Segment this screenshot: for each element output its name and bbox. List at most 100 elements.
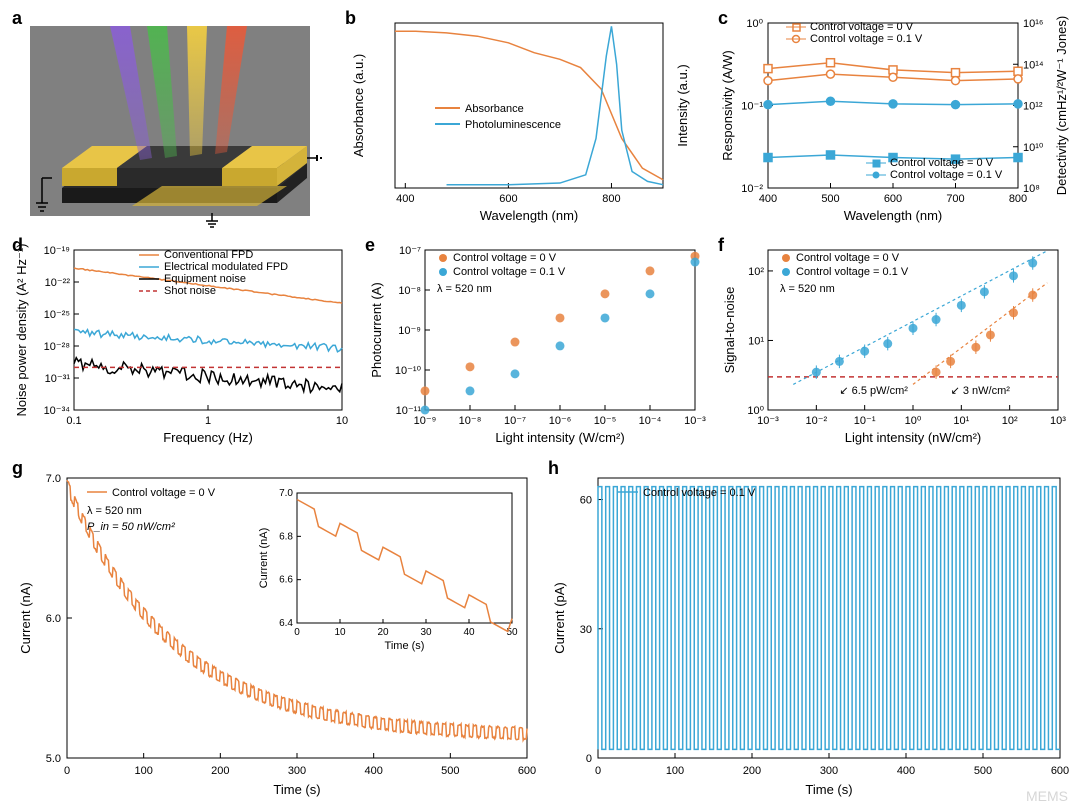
svg-text:↙ 6.5 pW/cm²: ↙ 6.5 pW/cm² bbox=[839, 385, 908, 397]
svg-text:10¹⁰: 10¹⁰ bbox=[1023, 142, 1044, 154]
svg-text:0: 0 bbox=[294, 627, 300, 638]
svg-text:0: 0 bbox=[64, 765, 70, 777]
panel-d: d 0.111010⁻³⁴10⁻³¹10⁻²⁸10⁻²⁵10⁻²²10⁻¹⁹Fr… bbox=[12, 235, 357, 450]
svg-text:Detectivity (cmHz¹/²W⁻¹ Jones): Detectivity (cmHz¹/²W⁻¹ Jones) bbox=[1054, 16, 1069, 195]
panel-e: e 10⁻⁹ 10⁻⁸ 10⁻⁷ 10⁻⁶ 10⁻⁵ 10⁻⁴ 10⁻³ 10⁻¹¹ 10⁻¹⁰… bbox=[365, 235, 710, 450]
svg-text:10³: 10³ bbox=[1050, 415, 1066, 427]
svg-text:20: 20 bbox=[377, 627, 389, 638]
svg-text:7.0: 7.0 bbox=[46, 473, 61, 485]
svg-text:Wavelength (nm): Wavelength (nm) bbox=[844, 208, 943, 223]
svg-text:Control voltage = 0.1 V: Control voltage = 0.1 V bbox=[453, 266, 566, 278]
panel-label-c: c bbox=[718, 8, 728, 29]
svg-text:60: 60 bbox=[580, 495, 592, 507]
svg-text:400: 400 bbox=[364, 765, 382, 777]
panel-h: h 010020030040050060003060Time (s)Curren… bbox=[548, 458, 1073, 803]
svg-text:10¹: 10¹ bbox=[748, 335, 764, 347]
svg-text:6.4: 6.4 bbox=[279, 618, 293, 629]
svg-text:Frequency (Hz): Frequency (Hz) bbox=[163, 430, 253, 445]
svg-text:Intensity (a.u.): Intensity (a.u.) bbox=[675, 64, 690, 146]
panel-label-d: d bbox=[12, 235, 23, 256]
svg-text:10⁻⁵: 10⁻⁵ bbox=[594, 415, 617, 427]
svg-text:10: 10 bbox=[336, 415, 348, 427]
svg-text:Noise power density (A² Hz⁻¹): Noise power density (A² Hz⁻¹) bbox=[14, 243, 29, 416]
svg-text:10⁻⁶: 10⁻⁶ bbox=[549, 415, 572, 427]
svg-text:600: 600 bbox=[884, 193, 902, 205]
svg-text:Control voltage = 0.1 V: Control voltage = 0.1 V bbox=[643, 487, 756, 499]
svg-text:10⁻²⁸: 10⁻²⁸ bbox=[44, 341, 70, 353]
svg-text:Absorbance (a.u.): Absorbance (a.u.) bbox=[351, 54, 366, 157]
svg-text:200: 200 bbox=[743, 765, 761, 777]
svg-text:10⁰: 10⁰ bbox=[905, 415, 922, 427]
svg-text:10⁻³: 10⁻³ bbox=[684, 415, 706, 427]
svg-text:10⁸: 10⁸ bbox=[1023, 183, 1040, 195]
svg-text:1: 1 bbox=[205, 415, 211, 427]
svg-text:Control voltage = 0 V: Control voltage = 0 V bbox=[453, 252, 557, 264]
figure-a-schematic bbox=[12, 8, 327, 228]
svg-text:10⁻²: 10⁻² bbox=[741, 183, 763, 195]
svg-text:600: 600 bbox=[1051, 765, 1069, 777]
svg-text:30: 30 bbox=[580, 624, 592, 636]
panel-c: c 40050060070080010⁻²10⁻¹10⁰10⁸10¹⁰10¹²1… bbox=[718, 8, 1073, 228]
svg-text:Time (s): Time (s) bbox=[385, 640, 425, 652]
svg-text:500: 500 bbox=[821, 193, 839, 205]
svg-text:300: 300 bbox=[820, 765, 838, 777]
svg-text:Photoluminescence: Photoluminescence bbox=[465, 119, 561, 131]
svg-text:Control voltage = 0 V: Control voltage = 0 V bbox=[112, 487, 216, 499]
svg-text:400: 400 bbox=[396, 193, 414, 205]
svg-text:100: 100 bbox=[666, 765, 684, 777]
panel-label-b: b bbox=[345, 8, 356, 29]
svg-text:0: 0 bbox=[586, 753, 592, 765]
svg-text:5.0: 5.0 bbox=[46, 753, 61, 765]
svg-text:500: 500 bbox=[441, 765, 459, 777]
svg-text:Control voltage = 0.1 V: Control voltage = 0.1 V bbox=[810, 33, 923, 45]
svg-text:Responsivity (A/W): Responsivity (A/W) bbox=[720, 50, 735, 161]
svg-text:Time (s): Time (s) bbox=[273, 782, 320, 797]
svg-text:30: 30 bbox=[420, 627, 432, 638]
svg-text:0: 0 bbox=[595, 765, 601, 777]
svg-text:10²: 10² bbox=[1002, 415, 1018, 427]
svg-text:10¹: 10¹ bbox=[953, 415, 969, 427]
chart-d: 0.111010⁻³⁴10⁻³¹10⁻²⁸10⁻²⁵10⁻²²10⁻¹⁹Freq… bbox=[12, 235, 357, 450]
svg-text:10: 10 bbox=[334, 627, 346, 638]
svg-text:10⁻⁷: 10⁻⁷ bbox=[504, 415, 526, 427]
svg-text:Control voltage = 0.1 V: Control voltage = 0.1 V bbox=[796, 266, 909, 278]
svg-text:10⁻¹: 10⁻¹ bbox=[741, 101, 763, 113]
svg-text:10⁻¹: 10⁻¹ bbox=[854, 415, 876, 427]
svg-text:Signal-to-noise: Signal-to-noise bbox=[722, 287, 737, 374]
svg-text:10⁻¹¹: 10⁻¹¹ bbox=[396, 405, 422, 417]
svg-text:10⁻⁹: 10⁻⁹ bbox=[398, 325, 421, 337]
svg-text:Control voltage = 0.1 V: Control voltage = 0.1 V bbox=[890, 169, 1003, 181]
panel-label-a: a bbox=[12, 8, 22, 29]
svg-text:500: 500 bbox=[974, 765, 992, 777]
svg-text:Control voltage = 0 V: Control voltage = 0 V bbox=[810, 21, 914, 33]
panel-label-e: e bbox=[365, 235, 375, 256]
svg-text:Current (nA): Current (nA) bbox=[18, 582, 33, 654]
svg-text:10⁻¹⁰: 10⁻¹⁰ bbox=[395, 365, 422, 377]
svg-text:600: 600 bbox=[499, 193, 517, 205]
svg-text:7.0: 7.0 bbox=[279, 488, 293, 499]
svg-text:λ = 520 nm: λ = 520 nm bbox=[87, 505, 142, 517]
svg-text:10⁻¹⁹: 10⁻¹⁹ bbox=[44, 245, 70, 257]
svg-text:λ = 520 nm: λ = 520 nm bbox=[780, 283, 835, 295]
svg-text:10⁻⁸: 10⁻⁸ bbox=[398, 285, 421, 297]
chart-f: 10⁻³10⁻²10⁻¹10⁰10¹10²10³10⁰10¹10²Light i… bbox=[718, 235, 1073, 450]
svg-text:10⁰: 10⁰ bbox=[746, 18, 763, 30]
panel-f: f 10⁻³10⁻²10⁻¹10⁰10¹10²10³10⁰10¹10²Light… bbox=[718, 235, 1073, 450]
panel-label-h: h bbox=[548, 458, 559, 479]
svg-text:40: 40 bbox=[463, 627, 475, 638]
svg-text:10²: 10² bbox=[748, 266, 764, 278]
panel-b: b 400600800Wavelength (nm)Absorbance (a.… bbox=[345, 8, 700, 228]
chart-c: 40050060070080010⁻²10⁻¹10⁰10⁸10¹⁰10¹²10¹… bbox=[718, 8, 1073, 228]
svg-text:10⁻²: 10⁻² bbox=[805, 415, 827, 427]
svg-text:Wavelength (nm): Wavelength (nm) bbox=[480, 208, 579, 223]
svg-text:Light intensity (nW/cm²): Light intensity (nW/cm²) bbox=[845, 430, 982, 445]
chart-g: 01002003004005006005.06.07.0Time (s)Curr… bbox=[12, 458, 540, 803]
panel-a: a bbox=[12, 8, 327, 228]
svg-text:10¹²: 10¹² bbox=[1023, 101, 1043, 113]
panel-label-g: g bbox=[12, 458, 23, 479]
svg-text:10⁻⁴: 10⁻⁴ bbox=[639, 415, 662, 427]
svg-text:10⁻²⁵: 10⁻²⁵ bbox=[44, 309, 70, 321]
svg-text:100: 100 bbox=[134, 765, 152, 777]
chart-b: 400600800Wavelength (nm)Absorbance (a.u.… bbox=[345, 8, 700, 228]
svg-text:200: 200 bbox=[211, 765, 229, 777]
